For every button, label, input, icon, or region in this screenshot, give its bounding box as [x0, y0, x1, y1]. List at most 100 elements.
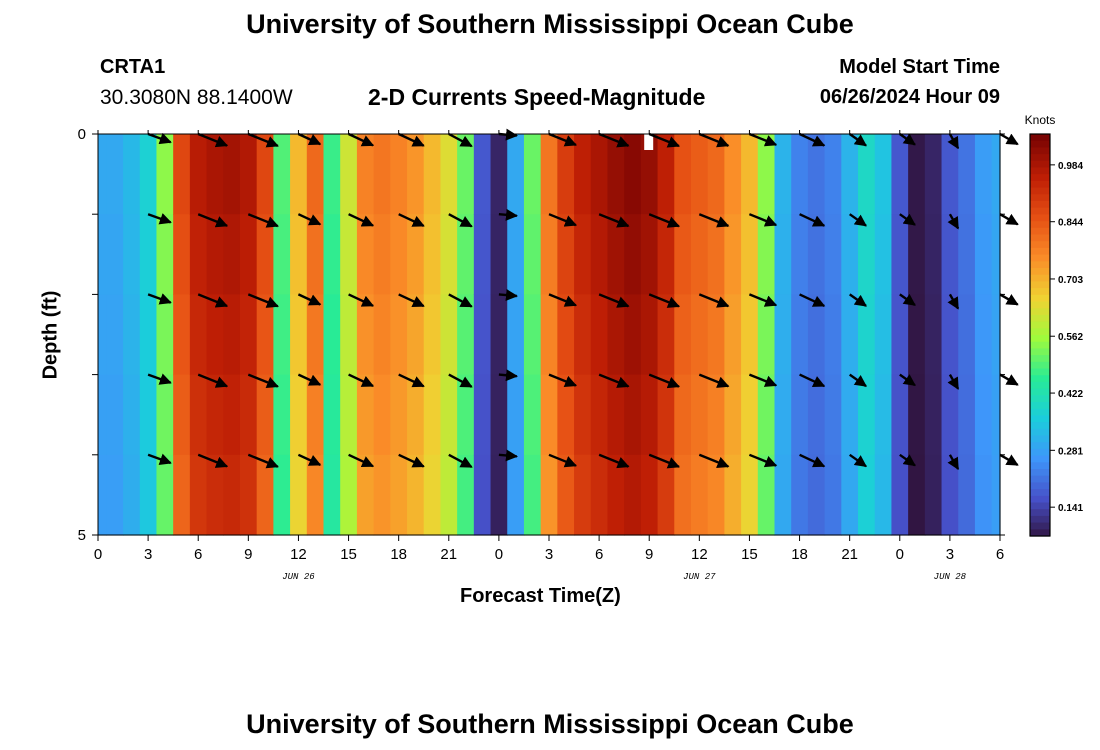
- heatmap-cell: [941, 454, 959, 536]
- heatmap-cell: [507, 134, 525, 215]
- heatmap-cell: [106, 374, 124, 456]
- heatmap-cell: [223, 454, 241, 536]
- heatmap-cell: [707, 454, 725, 536]
- current-arrow: [197, 132, 229, 148]
- heatmap-cell: [340, 294, 358, 376]
- colorbar-segment: [1030, 314, 1050, 323]
- heatmap-cell: [273, 134, 291, 215]
- heatmap-cell: [507, 374, 525, 456]
- heatmap-cell: [607, 454, 625, 536]
- colorbar-segment: [1030, 154, 1050, 162]
- current-arrow: [398, 373, 425, 388]
- heatmap-cell: [824, 454, 842, 536]
- current-arrow: [698, 213, 730, 228]
- heatmap-cell: [640, 214, 659, 295]
- heatmap-cell: [707, 374, 725, 456]
- heatmap-cell: [473, 374, 492, 456]
- current-arrow: [448, 293, 473, 308]
- heatmap-cell: [106, 454, 124, 536]
- colorbar-tick-label: 0.984: [1058, 161, 1083, 172]
- heatmap-cell: [807, 294, 826, 376]
- heatmap-cell: [657, 374, 675, 456]
- current-arrow: [648, 132, 681, 148]
- heatmap-cell: [273, 294, 291, 376]
- heatmap-cell: [373, 374, 391, 456]
- colorbar-segment: [1030, 134, 1050, 142]
- heatmap-cell: [774, 374, 792, 456]
- heatmap-cell: [590, 294, 609, 376]
- heatmap-cell: [891, 454, 909, 536]
- heatmap-cell: [941, 134, 959, 215]
- current-arrow: [999, 293, 1019, 306]
- current-arrow: [398, 213, 425, 227]
- colorbar-segment: [1030, 422, 1050, 430]
- heatmap-cell: [874, 454, 893, 536]
- missing-data: [644, 134, 654, 150]
- colorbar-segment: [1030, 402, 1050, 410]
- colorbar-segment: [1030, 247, 1050, 256]
- colorbar-segment: [1030, 180, 1050, 189]
- colorbar-segment: [1030, 234, 1050, 242]
- current-arrow: [247, 213, 279, 228]
- current-arrow: [999, 453, 1019, 467]
- colorbar-segment: [1030, 408, 1050, 416]
- heatmap-cell: [991, 374, 1001, 456]
- heatmap-cell: [306, 134, 325, 215]
- colorbar-segment: [1030, 160, 1050, 169]
- colorbar-segment: [1030, 341, 1050, 349]
- heatmap-cell: [189, 134, 208, 215]
- heatmap-cell: [841, 374, 859, 456]
- colorbar-tick-label: 0.562: [1058, 332, 1083, 343]
- current-arrow: [799, 453, 826, 468]
- current-arrow: [748, 132, 778, 147]
- heatmap-cell: [624, 294, 642, 376]
- heatmap-cell: [841, 214, 859, 295]
- heatmap-cell: [490, 294, 508, 376]
- heatmap-cell: [139, 214, 158, 295]
- heatmap-cell: [373, 294, 391, 376]
- x-tick-label: 6: [996, 546, 1004, 563]
- heatmap-cell: [523, 134, 542, 215]
- heatmap-cell: [540, 134, 558, 215]
- current-arrow: [448, 373, 473, 388]
- current-arrow: [799, 373, 826, 388]
- current-arrow: [348, 453, 375, 468]
- current-arrow: [899, 293, 916, 306]
- current-arrow: [947, 293, 960, 310]
- heatmap-cell: [189, 374, 208, 456]
- colorbar-segment: [1030, 268, 1050, 276]
- x-tick-label: 3: [545, 546, 553, 563]
- heatmap-cell: [323, 134, 341, 215]
- x-tick-label: 21: [841, 546, 858, 563]
- colorbar-tick-label: 0.703: [1058, 275, 1083, 286]
- heatmap-cell: [574, 374, 592, 456]
- heatmap-cell: [807, 134, 826, 215]
- colorbar-segment: [1030, 321, 1050, 329]
- heatmap-cell: [173, 134, 191, 215]
- missing-data-cell: [644, 134, 654, 150]
- current-arrow: [698, 453, 730, 469]
- heatmap-cell: [306, 374, 325, 456]
- heatmap-cell: [206, 374, 224, 456]
- colorbar-segment: [1030, 140, 1050, 148]
- x-axis-label: Forecast Time(Z): [460, 585, 621, 607]
- heatmap-cell: [791, 454, 809, 536]
- heatmap-cell: [373, 454, 391, 536]
- heatmap-cell: [607, 214, 625, 295]
- current-arrow: [448, 453, 473, 469]
- heatmap-cell: [958, 294, 976, 376]
- heatmap-cell: [941, 374, 959, 456]
- heatmap-cell: [123, 134, 141, 215]
- heatmap-cell: [473, 294, 492, 376]
- heatmap-cell: [156, 374, 174, 456]
- current-arrow: [398, 293, 425, 308]
- current-arrow: [648, 453, 681, 469]
- heatmap-cell: [724, 214, 742, 295]
- heatmap-cell: [290, 294, 308, 376]
- current-arrow: [598, 213, 630, 228]
- colorbar-label: Knots: [1025, 113, 1056, 127]
- heatmap-cell: [256, 134, 274, 215]
- heatmap-cell: [457, 294, 475, 376]
- heatmap-cell: [523, 454, 542, 536]
